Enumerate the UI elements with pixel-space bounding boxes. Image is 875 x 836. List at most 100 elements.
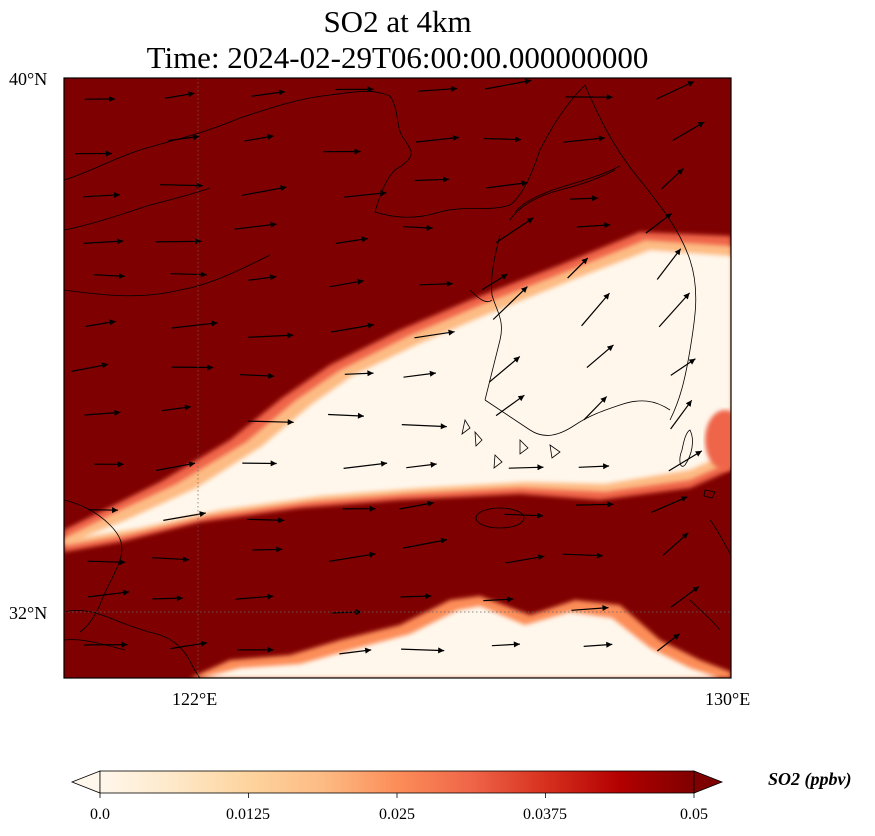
wind-arrowhead	[188, 461, 196, 468]
wind-arrowhead	[270, 460, 277, 467]
wind-arrow	[401, 424, 447, 428]
wind-arrow	[71, 363, 109, 372]
wind-arrowhead	[513, 641, 520, 648]
wind-arrow	[171, 322, 218, 329]
wind-arrowhead	[697, 121, 705, 128]
title-line-2: Time: 2024-02-29T06:00:00.000000000	[146, 40, 649, 75]
wind-arrow	[155, 462, 196, 472]
wind-arrowhead	[537, 554, 545, 561]
wind-arrow	[651, 496, 688, 513]
wind-arrowhead	[268, 372, 275, 379]
lat-tick-32: 32°N	[9, 603, 48, 623]
wind-arrowhead	[188, 91, 195, 98]
lat-tick-40: 40°N	[9, 69, 48, 89]
wind-arrowhead	[109, 96, 115, 102]
colorbar-tick-2: 0.025	[379, 806, 415, 823]
wind-arrow	[402, 539, 448, 549]
wind-arrow	[247, 334, 294, 338]
wind-arrowhead	[117, 238, 124, 245]
wind-arrow	[170, 273, 207, 276]
colorbar-tick-4: 0.05	[680, 806, 708, 823]
wind-arrowhead	[427, 500, 434, 507]
wind-arrowhead	[603, 463, 610, 470]
wind-arrowhead	[440, 537, 447, 544]
colorbar-extend-low	[70, 770, 101, 794]
wind-arrowhead	[602, 605, 609, 611]
wind-arrowhead	[276, 546, 283, 553]
wind-arrowhead	[680, 496, 688, 502]
gridlines	[64, 78, 731, 678]
wind-arrow	[656, 80, 695, 100]
lon-tick-122: 122°E	[172, 689, 218, 709]
colorbar-tick-1: 0.0125	[226, 806, 270, 823]
wind-arrowhead	[109, 319, 116, 326]
wind-arrow	[672, 121, 705, 142]
wind-arrow	[83, 194, 121, 198]
wind-arrowhead	[448, 329, 455, 336]
wind-arrowhead	[606, 344, 614, 352]
wind-arrow	[656, 248, 682, 280]
wind-arrowhead	[278, 89, 285, 96]
wind-arrowhead	[195, 238, 202, 245]
wind-arrowhead	[106, 150, 112, 157]
wind-arrowhead	[369, 551, 376, 558]
wind-arrowhead	[603, 293, 610, 300]
wind-arrowhead	[604, 222, 611, 229]
wind-arrowhead	[526, 217, 534, 224]
wind-arrow	[87, 560, 126, 563]
map-frame	[63, 77, 732, 679]
wind-arrowhead	[380, 190, 387, 197]
wind-arrowhead	[685, 400, 692, 407]
wind-arrowhead	[521, 180, 528, 187]
wind-arrowhead	[440, 423, 447, 430]
wind-arrowhead	[600, 396, 607, 403]
wind-arrowhead	[369, 505, 376, 512]
wind-arrow	[571, 607, 609, 611]
wind-arrowhead	[287, 332, 294, 339]
wind-arrow	[155, 240, 202, 243]
wind-arrow	[241, 186, 287, 196]
wind-arrow	[328, 413, 364, 417]
wind-arrowhead	[596, 552, 603, 559]
wind-arrowhead	[269, 274, 277, 281]
wind-arrowhead	[665, 213, 672, 220]
wind-arrowhead	[118, 273, 125, 279]
wind-arrowhead	[361, 236, 368, 243]
lon-tick-130: 130°E	[705, 689, 751, 709]
wind-arrow	[492, 286, 528, 320]
so2-plume-low	[80, 250, 731, 538]
colorbar-tick-3: 0.0375	[523, 806, 567, 823]
wind-arrowhead	[443, 176, 450, 183]
wind-arrow	[581, 292, 610, 327]
wind-arrowhead	[429, 370, 436, 377]
wind-arrowhead	[211, 320, 218, 327]
wind-arrow	[562, 553, 603, 557]
wind-arrowhead	[280, 185, 287, 192]
wind-arrow	[163, 512, 206, 521]
wind-arrow	[486, 182, 528, 189]
wind-arrowhead	[507, 596, 514, 603]
wind-arrow	[247, 518, 285, 521]
wind-arrowhead	[674, 248, 681, 256]
wind-arrowhead	[500, 274, 508, 280]
wind-arrowhead	[426, 224, 433, 231]
wind-arrowhead	[199, 511, 206, 517]
wind-arrow	[488, 356, 521, 383]
wind-arrowhead	[122, 589, 130, 596]
wind-arrowhead	[357, 412, 364, 419]
wind-arrowhead	[681, 532, 689, 539]
wind-arrow	[328, 553, 376, 562]
wind-arrowhead	[200, 640, 208, 647]
wind-vectors	[71, 78, 705, 655]
wind-arrowhead	[607, 501, 614, 508]
wind-arrowhead	[354, 148, 361, 155]
so2-right-hotspot	[705, 410, 731, 470]
title-line-1: SO2 at 4km	[323, 4, 472, 39]
wind-arrowhead	[364, 647, 372, 654]
wind-arrowhead	[537, 512, 544, 519]
wind-arrow	[159, 184, 203, 187]
wind-arrow	[418, 87, 458, 92]
wind-arrowhead	[357, 278, 364, 285]
wind-arrow	[234, 223, 277, 230]
